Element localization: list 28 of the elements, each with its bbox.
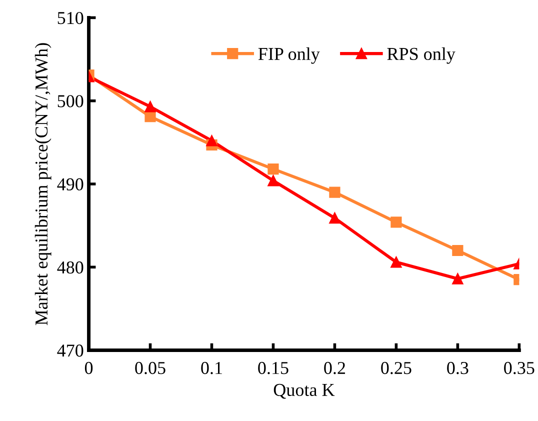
y-tick-label: 490 bbox=[57, 178, 84, 190]
y-tick-label: 500 bbox=[58, 95, 84, 108]
point bbox=[452, 273, 464, 284]
x-axis-title: Quota K bbox=[274, 384, 335, 399]
legend-label: RPS only bbox=[387, 47, 456, 64]
y-tick-label: 510 bbox=[58, 12, 84, 24]
y-tick-label: 470 bbox=[57, 344, 84, 357]
y-tick-label: 480 bbox=[57, 261, 84, 274]
x-tick-label: 0.15 bbox=[258, 362, 288, 374]
x-tick-label: 0.1 bbox=[201, 362, 222, 374]
point bbox=[390, 256, 402, 268]
y-axis-title: Market equilibrium price(CNY/,MWh) bbox=[34, 43, 52, 326]
point bbox=[268, 163, 279, 175]
x-tick-label: 0.25 bbox=[381, 362, 412, 374]
point bbox=[144, 101, 156, 112]
point bbox=[329, 212, 340, 224]
x-tick-label: 0.05 bbox=[135, 362, 166, 374]
point bbox=[452, 244, 464, 256]
point bbox=[329, 186, 340, 198]
point bbox=[390, 216, 402, 228]
x-tick-label: 0.2 bbox=[324, 362, 345, 374]
legend-label: FIP only bbox=[258, 47, 320, 64]
point bbox=[206, 135, 218, 146]
x-tick-label: 0.3 bbox=[447, 362, 468, 374]
point bbox=[268, 175, 279, 186]
point bbox=[144, 111, 156, 122]
x-tick-label: 0.35 bbox=[504, 362, 534, 374]
x-tick-label: 0 bbox=[84, 362, 93, 374]
